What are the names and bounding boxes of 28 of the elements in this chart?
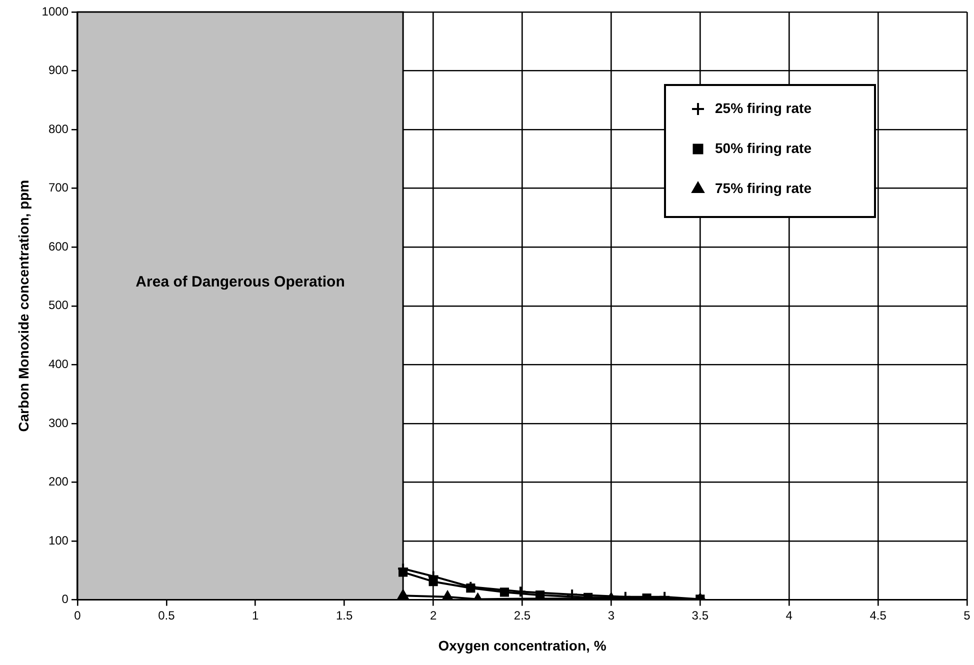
legend-label: 25% firing rate: [715, 100, 812, 116]
x-tick-label: 3.5: [692, 608, 709, 622]
x-tick-label: 0.5: [158, 608, 176, 622]
y-axis-title: Carbon Monoxide concentration, ppm: [15, 180, 32, 432]
x-tick-label: 5: [964, 608, 971, 622]
y-tick-label: 200: [48, 474, 69, 489]
y-tick-label: 100: [48, 533, 69, 548]
x-tick-label: 2: [430, 608, 437, 622]
y-tick-label: 1000: [42, 4, 69, 18]
y-tick-label: 800: [48, 122, 69, 136]
x-tick-label: 1.5: [336, 608, 354, 622]
x-tick-label: 4: [786, 608, 793, 622]
x-tick-label: 0: [74, 608, 82, 622]
y-tick-label: 400: [48, 356, 69, 371]
y-tick-label: 500: [48, 298, 69, 312]
band-label: Area of Dangerous Operation: [136, 274, 345, 291]
y-tick-label: 300: [48, 416, 69, 430]
y-tick-label: 900: [48, 63, 69, 78]
legend-label: 50% firing rate: [715, 140, 812, 156]
legend-label: 75% firing rate: [715, 180, 812, 196]
y-tick-label: 0: [62, 592, 69, 606]
x-axis-title: Oxygen concentration, %: [438, 637, 607, 654]
x-tick-label: 3: [608, 608, 615, 622]
x-tick-label: 1: [252, 608, 260, 622]
y-tick-label: 600: [48, 239, 69, 254]
y-tick-label: 700: [48, 180, 69, 195]
x-tick-label: 2.5: [514, 608, 531, 622]
x-tick-label: 4.5: [870, 608, 887, 622]
